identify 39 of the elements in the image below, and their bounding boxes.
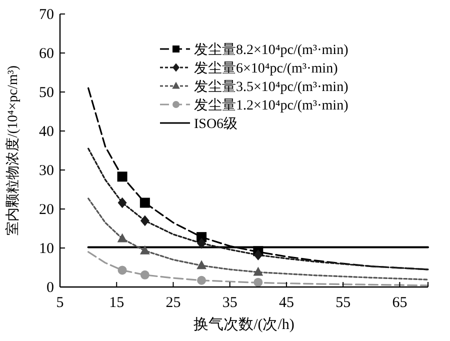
point: [140, 198, 150, 208]
y-axis-title: 室内颗粒物浓度/(10⁴×pc/m³): [5, 65, 21, 236]
point: [117, 233, 128, 242]
line-series: [88, 198, 429, 280]
x-tick-label: 55: [336, 295, 351, 311]
y-tick-label: 40: [39, 124, 54, 140]
x-tick-label: 5: [56, 295, 64, 311]
y-tick-label: 30: [39, 163, 54, 179]
point: [254, 250, 263, 260]
legend-label: 发尘量1.2×10⁴pc/(m³·min): [194, 98, 349, 114]
point: [140, 270, 150, 280]
x-tick-label: 35: [222, 295, 238, 311]
line-series: [88, 148, 429, 270]
y-tick-label: 60: [39, 46, 54, 62]
point: [140, 215, 150, 226]
legend-label: 发尘量6×10⁴pc/(m³·min): [194, 60, 338, 76]
point: [118, 197, 127, 208]
x-tick-label: 25: [166, 295, 181, 311]
x-tick-label: 65: [392, 295, 408, 311]
y-tick-label: 50: [39, 85, 54, 101]
point: [118, 266, 127, 275]
point: [197, 276, 206, 285]
x-axis-title: 换气次数/(次/h): [194, 316, 294, 333]
point: [196, 260, 206, 270]
point: [117, 172, 128, 182]
legend-label: 发尘量3.5×10⁴pc/(m³·min): [194, 79, 349, 95]
point: [197, 238, 206, 249]
y-tick-label: 10: [39, 241, 54, 257]
y-tick-label: 70: [39, 7, 54, 23]
line-series: [88, 251, 429, 286]
legend-label: ISO6级: [194, 116, 238, 132]
x-tick-label: 45: [278, 295, 294, 311]
point: [254, 278, 263, 287]
y-tick-label: 0: [46, 280, 54, 296]
x-tick-label: 15: [109, 295, 124, 311]
legend-label: 发尘量8.2×10⁴pc/(m³·min): [194, 42, 349, 58]
y-tick-label: 20: [39, 202, 54, 218]
point: [140, 245, 150, 254]
point: [253, 266, 264, 276]
